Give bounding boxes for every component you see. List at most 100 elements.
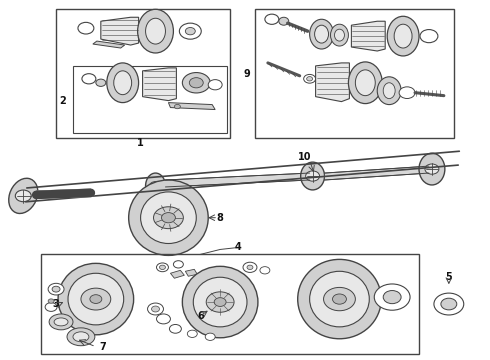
Ellipse shape <box>146 18 166 44</box>
Circle shape <box>420 30 438 43</box>
Polygon shape <box>143 68 176 100</box>
Circle shape <box>205 333 215 341</box>
Polygon shape <box>166 173 310 187</box>
Ellipse shape <box>301 162 324 190</box>
Circle shape <box>162 213 175 223</box>
Ellipse shape <box>58 264 134 335</box>
Circle shape <box>90 295 102 303</box>
Circle shape <box>96 79 106 86</box>
Circle shape <box>173 261 183 268</box>
Text: 4: 4 <box>235 243 242 252</box>
Ellipse shape <box>73 332 89 342</box>
Circle shape <box>208 80 222 90</box>
Ellipse shape <box>129 180 208 255</box>
Polygon shape <box>101 17 139 45</box>
Ellipse shape <box>394 24 412 48</box>
Ellipse shape <box>182 266 258 338</box>
Ellipse shape <box>49 314 73 330</box>
Ellipse shape <box>298 260 381 339</box>
Bar <box>255 9 454 138</box>
Circle shape <box>425 164 439 174</box>
Circle shape <box>82 74 96 84</box>
Ellipse shape <box>383 83 395 99</box>
Circle shape <box>159 265 166 270</box>
Circle shape <box>434 293 464 315</box>
Circle shape <box>206 292 234 312</box>
Ellipse shape <box>331 24 348 46</box>
Circle shape <box>179 23 201 39</box>
Text: 9: 9 <box>244 69 250 79</box>
Ellipse shape <box>151 306 159 312</box>
Ellipse shape <box>193 277 247 327</box>
Ellipse shape <box>147 303 164 315</box>
Circle shape <box>399 87 415 99</box>
Circle shape <box>374 284 410 310</box>
Circle shape <box>260 267 270 274</box>
Circle shape <box>243 262 257 273</box>
Polygon shape <box>316 63 349 102</box>
Circle shape <box>383 291 401 303</box>
Circle shape <box>214 298 226 306</box>
Circle shape <box>265 14 279 24</box>
Text: 3: 3 <box>53 299 59 309</box>
Ellipse shape <box>68 273 123 325</box>
Circle shape <box>185 27 196 35</box>
Circle shape <box>156 263 169 272</box>
Circle shape <box>307 77 313 81</box>
Circle shape <box>187 330 197 337</box>
Circle shape <box>52 286 60 292</box>
Polygon shape <box>36 189 91 198</box>
Text: 1: 1 <box>137 138 144 148</box>
Ellipse shape <box>279 17 289 25</box>
Text: 6: 6 <box>197 311 204 321</box>
Circle shape <box>48 283 64 295</box>
Polygon shape <box>171 270 184 278</box>
Ellipse shape <box>156 314 171 324</box>
Ellipse shape <box>387 16 419 56</box>
Ellipse shape <box>67 328 95 346</box>
Circle shape <box>441 298 457 310</box>
Text: 10: 10 <box>298 152 312 162</box>
Text: 7: 7 <box>99 342 106 352</box>
Circle shape <box>174 104 180 109</box>
Polygon shape <box>93 41 124 48</box>
Circle shape <box>323 287 355 311</box>
Ellipse shape <box>138 9 173 53</box>
Ellipse shape <box>355 70 375 96</box>
Ellipse shape <box>54 318 68 326</box>
Ellipse shape <box>107 63 139 103</box>
Circle shape <box>81 288 111 310</box>
Ellipse shape <box>310 19 334 49</box>
Ellipse shape <box>315 25 328 43</box>
Circle shape <box>45 303 57 311</box>
Circle shape <box>153 207 183 229</box>
Ellipse shape <box>377 77 401 105</box>
Bar <box>41 255 419 354</box>
Circle shape <box>333 294 346 304</box>
Polygon shape <box>169 103 215 109</box>
Circle shape <box>306 171 319 181</box>
Ellipse shape <box>146 173 166 199</box>
Circle shape <box>149 181 162 190</box>
Circle shape <box>247 265 253 270</box>
Ellipse shape <box>310 271 369 327</box>
Circle shape <box>78 22 94 34</box>
Circle shape <box>48 299 54 303</box>
Circle shape <box>15 190 31 202</box>
Ellipse shape <box>335 29 344 41</box>
Polygon shape <box>324 166 429 180</box>
Ellipse shape <box>348 62 382 104</box>
Text: 8: 8 <box>217 213 223 223</box>
Polygon shape <box>351 21 385 51</box>
Text: 5: 5 <box>445 272 452 282</box>
Bar <box>73 66 227 133</box>
Ellipse shape <box>419 153 445 185</box>
Circle shape <box>304 75 316 83</box>
Text: 2: 2 <box>60 96 67 105</box>
Ellipse shape <box>141 192 196 243</box>
Bar <box>56 9 230 138</box>
Circle shape <box>189 78 203 88</box>
Circle shape <box>170 324 181 333</box>
Ellipse shape <box>9 178 38 213</box>
Circle shape <box>182 73 210 93</box>
